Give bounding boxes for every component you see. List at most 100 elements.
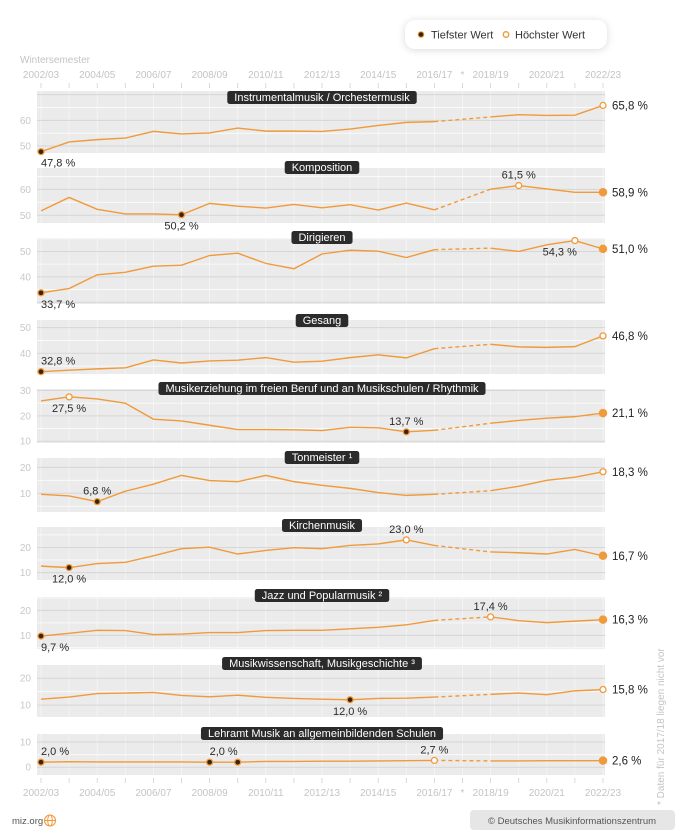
x-tick-label: 2008/09 [192, 70, 229, 81]
max-value-marker [66, 394, 72, 400]
min-value-marker [38, 149, 44, 155]
y-tick-label: 0 [25, 763, 31, 774]
max-value-label: 15,8 % [612, 685, 648, 697]
max-value-marker [600, 469, 606, 475]
panel-title-text: Kirchenmusik [289, 520, 356, 532]
legend-min-marker-icon [418, 32, 424, 38]
x-tick-label: 2004/05 [79, 70, 116, 81]
legend: Tiefster Wert Höchster Wert [405, 20, 607, 49]
panel-title: Tonmeister ¹ [285, 451, 360, 464]
max-value-marker [488, 614, 494, 620]
legend-max-marker-icon [503, 32, 509, 38]
x-tick-label: 2012/13 [304, 70, 341, 81]
axis-caption: Wintersemester [20, 55, 91, 66]
max-value-marker [431, 757, 437, 763]
max-value-marker [403, 537, 409, 543]
panel-background [37, 238, 605, 304]
panel-title: Musikwissenschaft, Musikgeschichte ³ [222, 657, 422, 670]
min-value-marker [38, 290, 44, 296]
min-value-label: 13,7 % [389, 416, 423, 428]
max-value-label: 27,5 % [52, 403, 86, 415]
y-tick-label: 50 [20, 211, 32, 222]
min-value-label: 12,0 % [333, 706, 367, 718]
panel-title: Komposition [285, 161, 360, 174]
panel-background [37, 665, 605, 717]
last-value-label: 2,6 % [612, 756, 641, 768]
max-value-label: 46,8 % [612, 331, 648, 343]
y-tick-label: 20 [20, 543, 32, 554]
y-tick-label: 10 [20, 738, 32, 749]
y-tick-label: 10 [20, 568, 32, 579]
panel-title: Instrumentalmusik / Orchestermusik [227, 91, 416, 104]
y-tick-label: 10 [20, 489, 32, 500]
last-value-label: 16,3 % [612, 615, 648, 627]
last-value-marker [599, 757, 606, 764]
max-value-marker [600, 687, 606, 693]
globe-icon[interactable] [45, 815, 56, 826]
panel-title: Lehramt Musik an allgemeinbildenden Schu… [201, 727, 443, 740]
x-tick-label: 2006/07 [135, 788, 172, 799]
panel-title-text: Jazz und Popularmusik ² [262, 590, 383, 602]
panel-title-text: Musikerziehung im freien Beruf und an Mu… [165, 383, 479, 395]
panel-title: Kirchenmusik [282, 519, 362, 532]
min-value-label: 6,8 % [83, 486, 111, 498]
max-value-label: 61,5 % [502, 170, 536, 182]
y-tick-label: 20 [20, 674, 32, 685]
y-tick-label: 40 [20, 272, 32, 283]
last-value-label: 16,7 % [612, 551, 648, 563]
min-value-marker [235, 759, 241, 765]
legend-max-label: Höchster Wert [515, 30, 585, 42]
y-tick-label: 60 [20, 116, 32, 127]
panel-title-text: Instrumentalmusik / Orchestermusik [234, 92, 410, 104]
min-value-marker [66, 565, 72, 571]
min-value-marker [38, 369, 44, 375]
x-tick-label: 2012/13 [304, 788, 341, 799]
min-value-marker [38, 759, 44, 765]
min-value-marker [94, 499, 100, 505]
last-value-label: 58,9 % [612, 187, 648, 199]
max-value-label: 2,7 % [420, 744, 448, 756]
legend-min-label: Tiefster Wert [431, 30, 493, 42]
min-value-label: 12,0 % [52, 574, 86, 586]
max-value-marker [600, 102, 606, 108]
min-value-marker [207, 759, 213, 765]
x-tick-label: 2018/19 [473, 70, 510, 81]
min-value-label: 2,0 % [41, 746, 69, 758]
y-tick-label: 20 [20, 606, 32, 617]
y-tick-label: 40 [20, 349, 32, 360]
x-tick-label: 2016/17 [416, 788, 453, 799]
y-tick-label: 50 [20, 323, 32, 334]
min-value-marker [403, 429, 409, 435]
x-tick-label: 2010/11 [248, 70, 284, 81]
footer-site[interactable]: miz.org [12, 816, 43, 827]
x-tick-label: 2010/11 [248, 788, 284, 799]
y-tick-label: 20 [20, 463, 32, 474]
min-value-label: 50,2 % [164, 221, 198, 233]
panel-title-text: Dirigieren [298, 232, 345, 244]
panel-title: Dirigieren [291, 231, 352, 244]
max-value-marker [516, 183, 522, 189]
min-value-label: 32,8 % [41, 356, 75, 368]
x-tick-label: 2014/15 [360, 70, 397, 81]
panel-title: Musikerziehung im freien Beruf und an Mu… [158, 382, 485, 395]
x-tick-label: 2016/17 [416, 70, 453, 81]
x-tick-label: 2022/23 [585, 70, 622, 81]
min-value-label: 9,7 % [41, 642, 69, 654]
y-tick-label: 30 [20, 386, 32, 397]
panel-title: Gesang [296, 314, 349, 327]
panel-title-text: Gesang [303, 315, 342, 327]
x-tick-label: 2018/19 [473, 788, 510, 799]
x-tick-label: 2004/05 [79, 788, 116, 799]
panel-title-text: Musikwissenschaft, Musikgeschichte ³ [229, 658, 415, 670]
last-value-marker [599, 409, 606, 416]
